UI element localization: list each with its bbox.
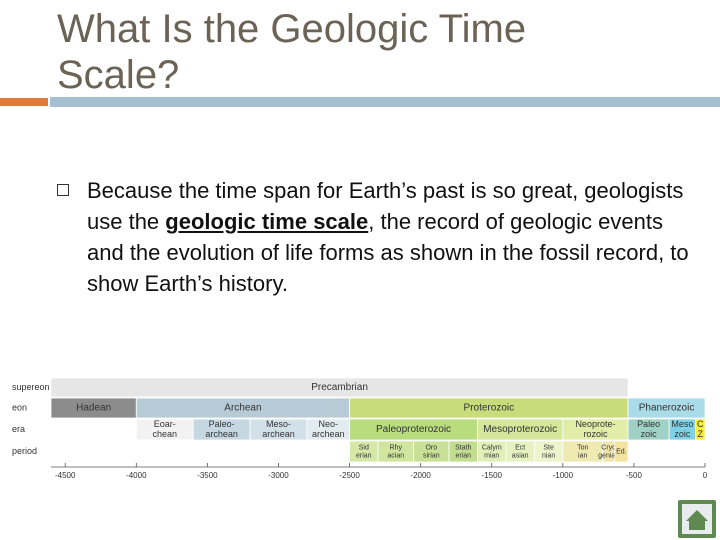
span-label: Calym	[482, 444, 502, 451]
span-label: Proterozoic	[464, 403, 515, 414]
time-span	[50, 377, 629, 398]
title-line: Scale?	[57, 53, 180, 97]
span-label: Z	[698, 429, 704, 439]
row-label: period	[12, 446, 37, 456]
time-span	[695, 418, 706, 441]
x-tick-label: -3500	[197, 471, 218, 480]
span-label: Oro	[425, 444, 437, 451]
x-tick-label: -1000	[553, 471, 574, 480]
span-label: archean	[205, 429, 238, 439]
text: , the record of geologic events and the …	[87, 209, 689, 296]
x-tick-label: -2000	[410, 471, 431, 480]
x-tick-label: -2500	[339, 471, 360, 480]
span-label: archean	[312, 429, 345, 439]
span-label: C	[697, 419, 704, 429]
row-label: eon	[12, 402, 27, 412]
span-label: Paleo-	[209, 419, 235, 429]
time-span	[627, 397, 706, 419]
span-label: genian	[598, 452, 619, 459]
row-label: era	[12, 424, 25, 434]
span-label: Precambrian	[311, 382, 368, 393]
span-label: Cryo	[601, 444, 616, 451]
x-tick-label: -1500	[482, 471, 503, 480]
span-label: mian	[484, 452, 499, 459]
span-label: Meso-	[266, 419, 291, 429]
span-label: Ect	[515, 444, 525, 451]
accent-bar	[0, 98, 48, 106]
span-label: archean	[262, 429, 295, 439]
span-label: rozoic	[583, 429, 608, 439]
term: geologic time scale	[165, 209, 369, 234]
span-label: Phanerozoic	[639, 403, 695, 414]
span-label: Archean	[224, 403, 261, 414]
time-span	[614, 440, 629, 463]
span-label: Eoar-	[154, 419, 176, 429]
span-label: chean	[152, 429, 177, 439]
x-tick-label: -4000	[126, 471, 147, 480]
span-label: ian	[578, 452, 587, 459]
span-label: Hadean	[76, 403, 111, 414]
span-label: zoic	[674, 429, 691, 439]
x-tick-label: 0	[703, 471, 708, 480]
span-label: Sid	[359, 444, 369, 451]
span-label: Ed.	[616, 448, 627, 455]
title-line: What Is the Geologic Time	[57, 7, 527, 51]
span-label: Neo-	[318, 419, 338, 429]
span-label: nian	[542, 452, 555, 459]
x-tick-label: -4500	[55, 471, 76, 480]
span-label: Paleoproterozoic	[376, 424, 451, 435]
text: Because the time span for Earth’s past i…	[87, 178, 684, 234]
span-label: Ton	[577, 444, 588, 451]
span-label: Stath	[455, 444, 471, 451]
span-label: asian	[512, 452, 529, 459]
span-label: zoic	[641, 429, 658, 439]
span-label: Paleo	[637, 419, 660, 429]
slide-title: What Is the Geologic Time Scale?	[57, 6, 526, 98]
span-label: acian	[387, 452, 404, 459]
bullet-icon	[57, 184, 69, 196]
span-label: sirian	[423, 452, 440, 459]
x-tick-label: -500	[626, 471, 643, 480]
span-label: Ste	[543, 444, 554, 451]
span-label: Mesoproterozoic	[483, 424, 557, 435]
span-label: Neoprote-	[575, 419, 615, 429]
home-button[interactable]	[678, 500, 716, 538]
bullet-text: Because the time span for Earth’s past i…	[87, 175, 697, 299]
span-label: erian	[356, 452, 372, 459]
span-label: Meso	[671, 419, 693, 429]
row-label: supereon	[12, 382, 50, 392]
accent-bar	[50, 97, 720, 107]
x-tick-label: -3000	[268, 471, 289, 480]
span-label: erian	[456, 452, 472, 459]
span-label: Rhy	[390, 444, 403, 451]
